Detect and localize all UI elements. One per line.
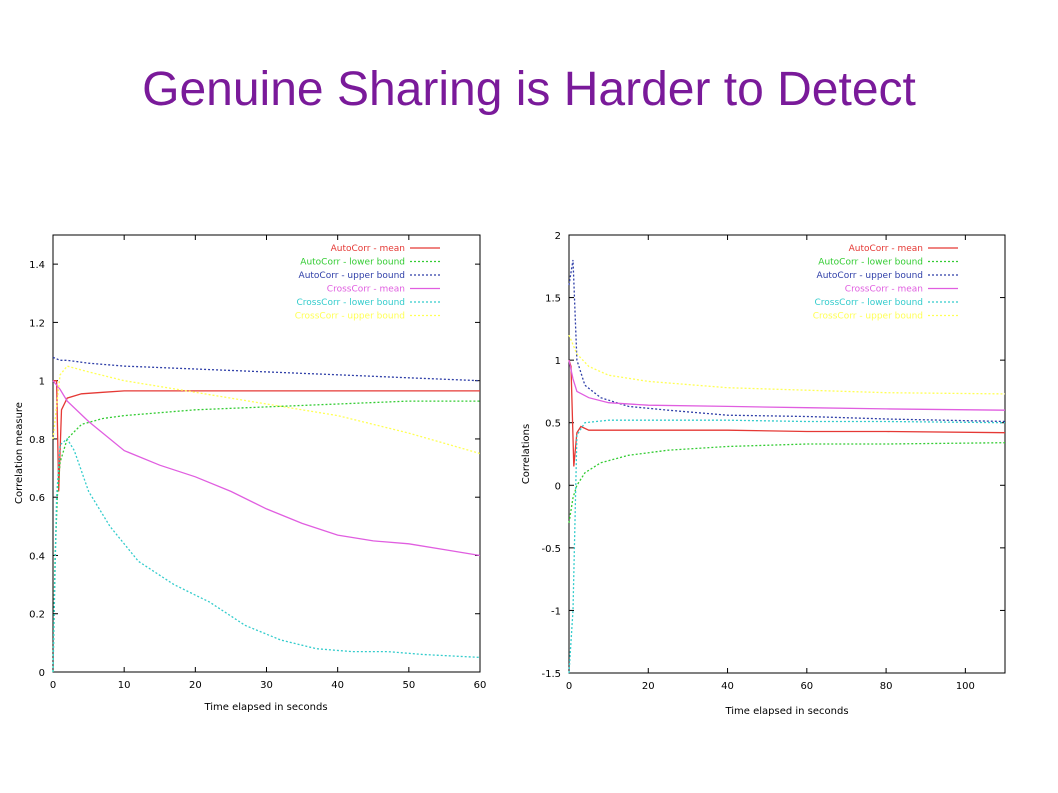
y-axis-label: Correlation measure [14, 402, 25, 504]
legend-label: CrossCorr - upper bound [813, 312, 923, 322]
plot-frame [568, 234, 1006, 674]
slide-title: Genuine Sharing is Harder to Detect [142, 63, 916, 116]
series-line-autocorr-upper-bound [568, 259, 1006, 423]
series-line-crosscorr-upper-bound [52, 365, 481, 455]
y-tick-label: 0 [555, 481, 561, 492]
y-tick-label: -0.5 [541, 544, 561, 555]
series-line-autocorr-mean [53, 380, 480, 492]
x-tick-label: 60 [800, 681, 813, 692]
x-tick-label: 40 [331, 680, 344, 691]
y-tick-label: 0.8 [29, 435, 45, 446]
legend-label: CrossCorr - lower bound [297, 298, 405, 308]
x-tick-label: 30 [260, 680, 273, 691]
y-tick-label: 2 [555, 231, 561, 242]
y-tick-label: 1 [39, 377, 45, 388]
y-tick-label: 1 [555, 356, 561, 367]
x-tick-label: 100 [956, 681, 975, 692]
y-tick-label: 1.5 [545, 294, 561, 305]
legend-label: AutoCorr - mean [849, 244, 923, 254]
y-tick-label: 0.4 [29, 551, 45, 562]
legend-label: AutoCorr - lower bound [300, 258, 405, 268]
series-line-crosscorr-mean [568, 359, 1006, 411]
x-axis-label: Time elapsed in seconds [203, 702, 327, 713]
series-line-crosscorr-mean [52, 380, 481, 557]
x-tick-label: 80 [880, 681, 893, 692]
x-tick-label: 60 [474, 680, 487, 691]
x-tick-label: 20 [189, 680, 202, 691]
y-tick-label: 1.4 [29, 260, 45, 271]
y-axis-label: Correlations [521, 424, 532, 484]
x-axis-label: Time elapsed in seconds [724, 706, 848, 717]
y-tick-label: -1.5 [541, 669, 561, 680]
y-tick-label: -1 [551, 606, 561, 617]
y-tick-label: 0.2 [29, 610, 45, 621]
series-line-crosscorr-upper-bound [568, 334, 1006, 395]
plot-frame [52, 234, 481, 673]
legend-label: CrossCorr - lower bound [815, 298, 923, 308]
series-line-autocorr-lower-bound [568, 442, 1006, 523]
x-tick-label: 10 [118, 680, 131, 691]
x-tick-label: 40 [721, 681, 734, 692]
x-tick-label: 20 [642, 681, 655, 692]
series-line-autocorr-mean [568, 359, 1006, 467]
x-tick-label: 0 [566, 681, 572, 692]
series-line-crosscorr-lower-bound [52, 437, 481, 673]
series-line-crosscorr-lower-bound [568, 419, 1006, 674]
legend-label: AutoCorr - upper bound [299, 271, 405, 281]
y-tick-label: 0 [39, 668, 45, 679]
x-tick-label: 0 [50, 680, 56, 691]
x-tick-label: 50 [402, 680, 415, 691]
legend-label: AutoCorr - mean [331, 244, 405, 254]
legend-label: CrossCorr - mean [327, 285, 405, 295]
legend-label: CrossCorr - mean [845, 285, 923, 295]
series-line-autocorr-lower-bound [52, 400, 480, 673]
y-tick-label: 0.5 [545, 419, 561, 430]
legend-label: CrossCorr - upper bound [295, 312, 405, 322]
legend-label: AutoCorr - lower bound [818, 258, 923, 268]
y-tick-label: 1.2 [29, 318, 45, 329]
series-line-autocorr-upper-bound [52, 356, 481, 382]
y-tick-label: 0.6 [29, 493, 45, 504]
legend-label: AutoCorr - upper bound [817, 271, 923, 281]
chart-correlation-measure: 0 0.2 0.4 0.6 0.8 1 1.2 1.4 0 10 20 30 40 50 60 Time el… [14, 234, 487, 713]
